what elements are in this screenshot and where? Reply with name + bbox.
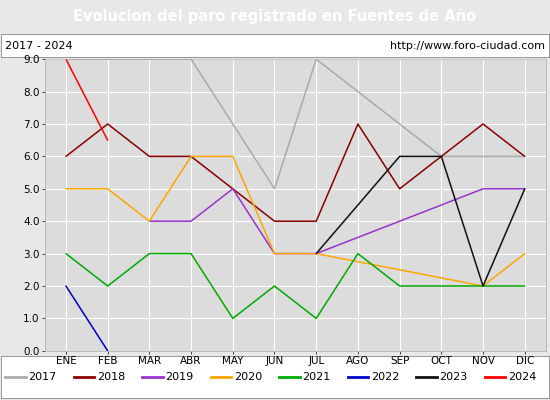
Text: 2024: 2024 [508, 372, 536, 382]
Text: 2023: 2023 [439, 372, 468, 382]
Text: 2017 - 2024: 2017 - 2024 [6, 41, 73, 51]
Text: 2019: 2019 [166, 372, 194, 382]
Text: 2018: 2018 [97, 372, 125, 382]
Text: 2021: 2021 [302, 372, 331, 382]
Text: Evolucion del paro registrado en Fuentes de Año: Evolucion del paro registrado en Fuentes… [74, 10, 476, 24]
Text: 2017: 2017 [29, 372, 57, 382]
Text: 2022: 2022 [371, 372, 399, 382]
Text: 2020: 2020 [234, 372, 262, 382]
Text: http://www.foro-ciudad.com: http://www.foro-ciudad.com [389, 41, 544, 51]
